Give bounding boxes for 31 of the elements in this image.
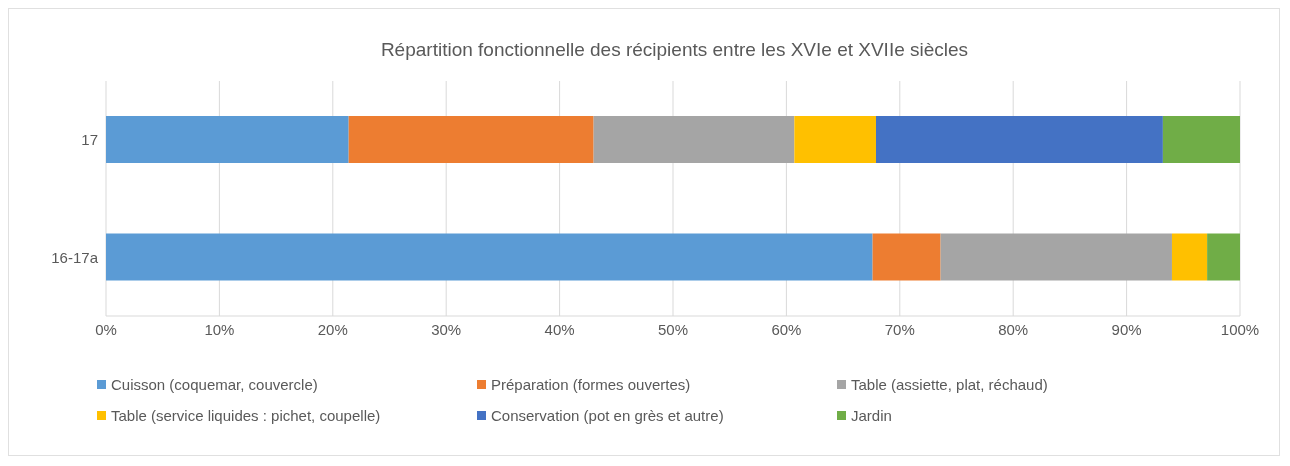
x-tick-label: 100% <box>1220 320 1260 338</box>
bar <box>106 116 349 163</box>
x-tick-label: 40% <box>544 320 575 338</box>
legend-label: Cuisson (coquemar, couvercle) <box>111 376 318 393</box>
legend-label: Table (assiette, plat, réchaud) <box>851 376 1048 393</box>
x-tick-label: 80% <box>998 320 1029 338</box>
x-tick-label: 20% <box>317 320 348 338</box>
bar <box>794 116 876 163</box>
y-tick-label: 16-17a <box>51 248 99 266</box>
bar <box>872 233 941 281</box>
x-tick-label: 70% <box>884 320 915 338</box>
legend-label: Conservation (pot en grès et autre) <box>491 407 724 424</box>
x-tick-label: 30% <box>431 320 462 338</box>
bar <box>348 116 594 163</box>
x-tick-label: 10% <box>204 320 235 338</box>
bar <box>593 116 795 163</box>
x-tick-label: 50% <box>657 320 689 338</box>
legend-label: Préparation (formes ouvertes) <box>491 376 691 393</box>
x-tick-label: 60% <box>771 320 802 338</box>
y-tick-label: 17 <box>81 131 98 149</box>
bar <box>940 233 1172 281</box>
bar <box>1207 233 1240 281</box>
chart-title: Répartition fonctionnelle des récipients entre les XVIe et XVIIe siècles <box>379 38 970 62</box>
x-tick-label: 0% <box>95 320 117 338</box>
bar <box>1171 233 1208 281</box>
legend-label: Jardin <box>851 407 892 424</box>
legend-label: Table (service liquides : pichet, coupelle) <box>111 407 381 424</box>
bar <box>106 233 873 281</box>
bar <box>875 116 1163 163</box>
bar <box>1162 116 1240 163</box>
x-tick-label: 90% <box>1111 320 1142 338</box>
